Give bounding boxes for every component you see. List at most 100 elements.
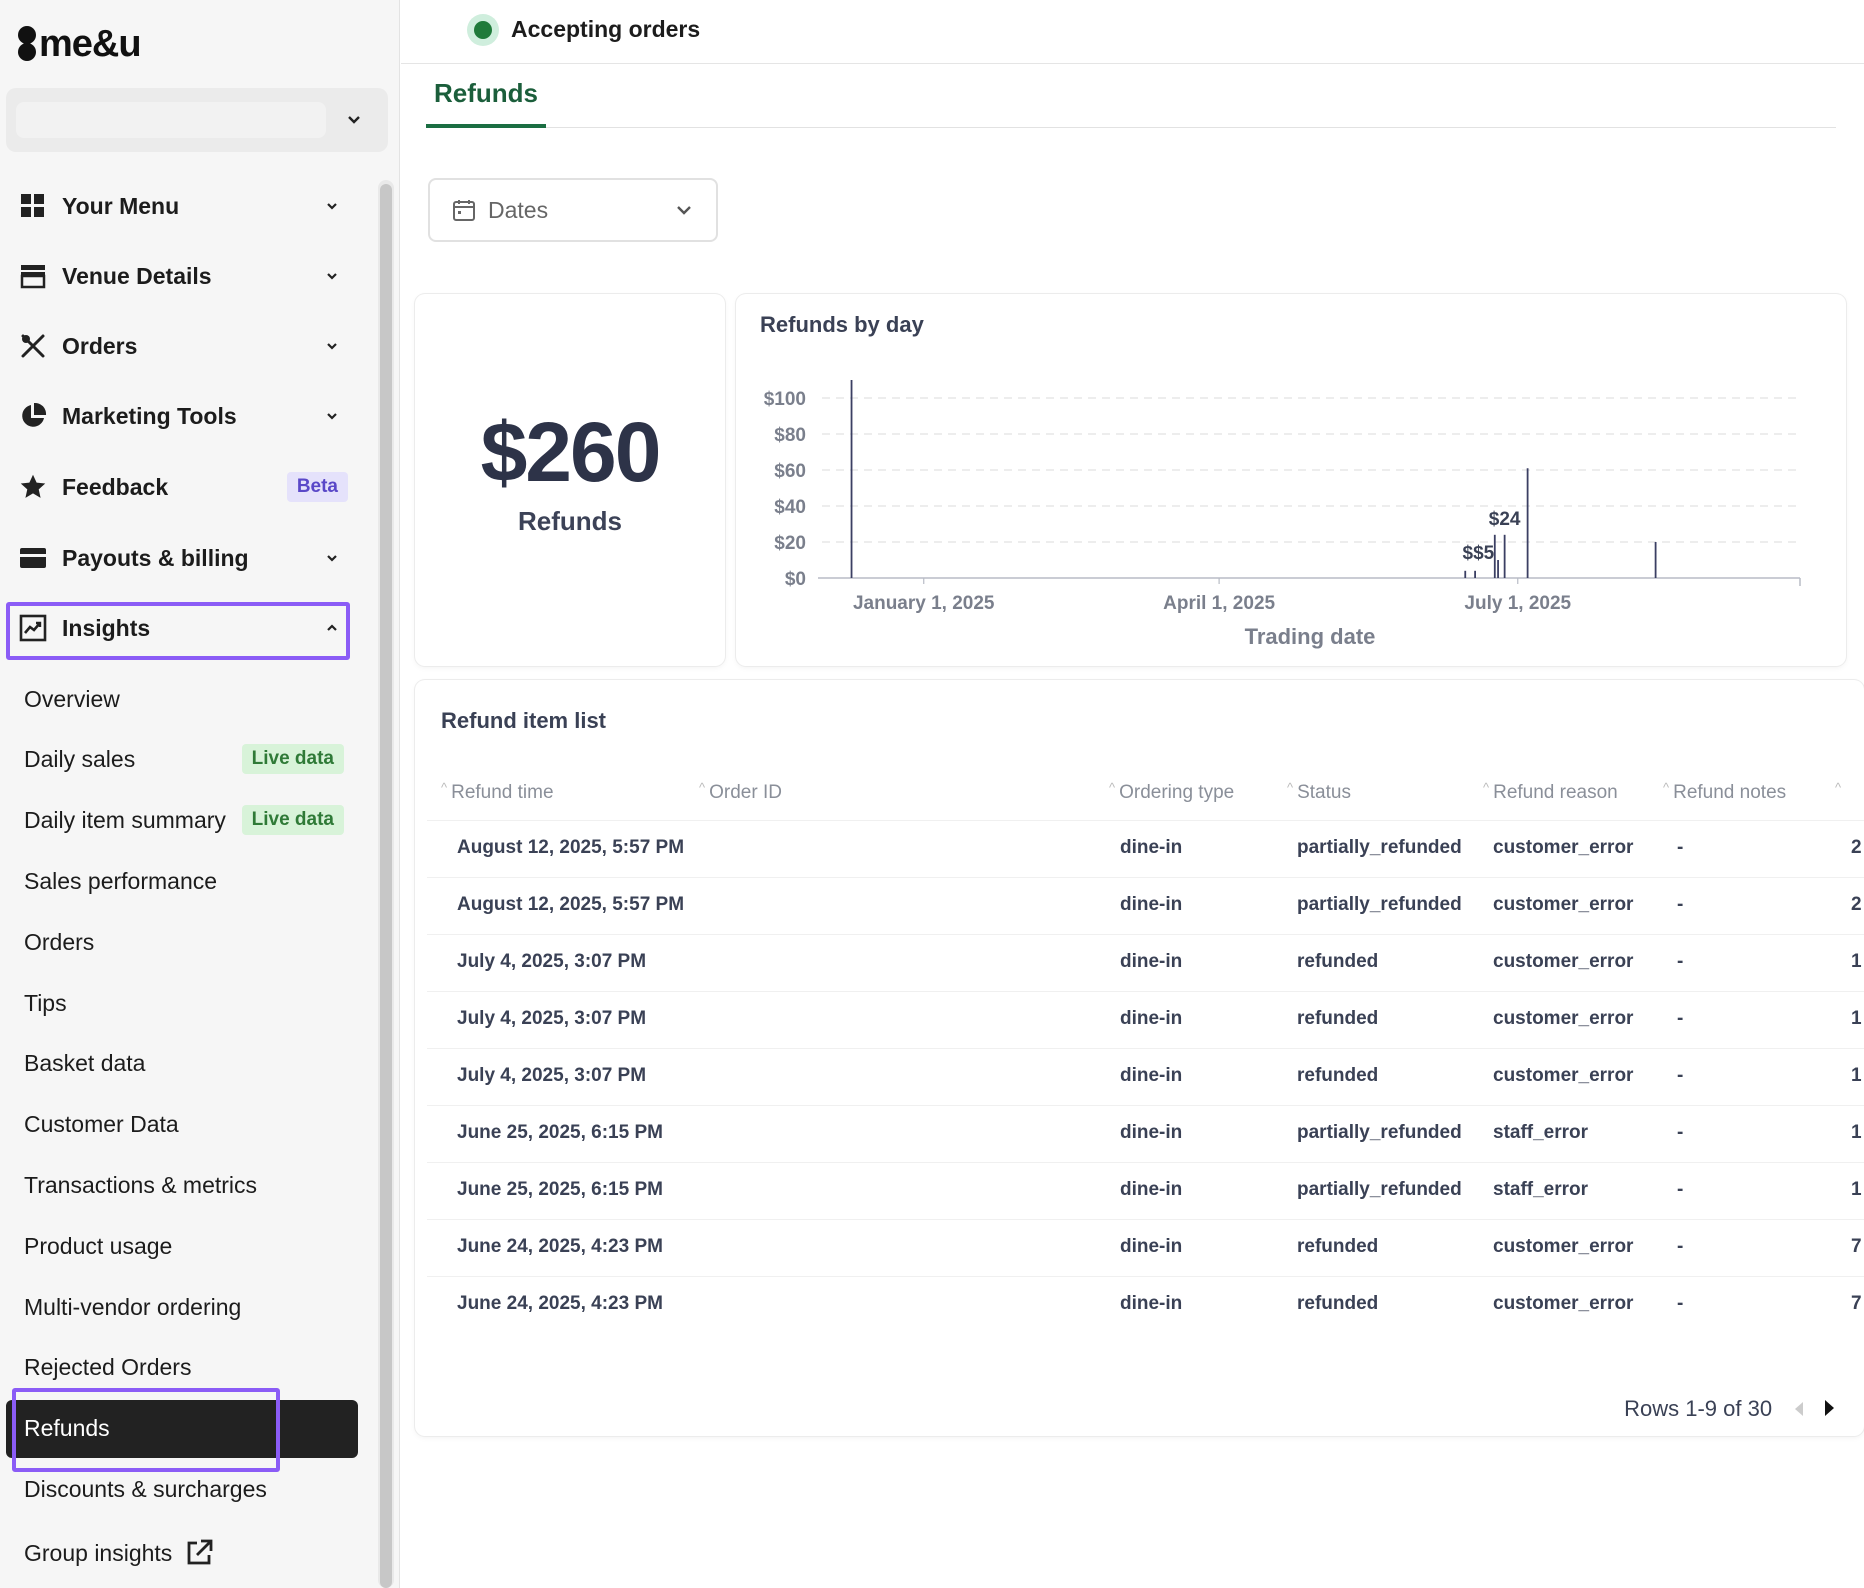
chevron-down-icon xyxy=(327,413,337,420)
sub-item-multi-vendor-ordering[interactable]: Multi-vendor ordering xyxy=(24,1282,344,1332)
table-row[interactable]: June 24, 2025, 4:23 PM dine-in refunded cus… xyxy=(427,1276,1864,1333)
nav-label: Marketing Tools xyxy=(62,402,237,429)
table-row[interactable]: July 4, 2025, 3:07 PM dine-in refunded cust… xyxy=(427,991,1864,1048)
refund-time-cell: August 12, 2025, 5:57 PM xyxy=(457,837,685,858)
refund-notes-cell: - xyxy=(1677,894,1684,915)
refunds-by-day-card: Refunds by day $0 $20 $40 $60 $80 $100 Januar… xyxy=(736,294,1846,666)
table-row[interactable]: June 24, 2025, 4:23 PM dine-in refunded cus… xyxy=(427,1219,1864,1276)
venue-select-value xyxy=(16,102,326,138)
column-header-refund-reason[interactable]: ^ Refund reason xyxy=(1483,780,1618,804)
sub-item-tips[interactable]: Tips xyxy=(24,978,344,1028)
sub-item-label: Discounts & surcharges xyxy=(24,1475,267,1502)
column-header-order-id[interactable]: ^ Order ID xyxy=(699,780,782,804)
column-header-label: Order ID xyxy=(709,782,782,803)
utensils-icon xyxy=(18,331,48,361)
sub-item-orders[interactable]: Orders xyxy=(24,917,344,967)
refunds-highlight-box xyxy=(12,1388,280,1472)
column-header-ordering-type[interactable]: ^ Ordering type xyxy=(1109,780,1234,804)
pie-chart-icon xyxy=(18,401,48,431)
chevron-down-icon xyxy=(677,206,691,215)
x-tick-label: April 1, 2025 xyxy=(1163,593,1275,614)
table-row[interactable]: July 4, 2025, 3:07 PM dine-in refunded cust… xyxy=(427,934,1864,991)
tab-refunds[interactable]: Refunds xyxy=(426,66,546,128)
truncated-cell: 1 xyxy=(1851,1008,1862,1029)
truncated-cell: 1 xyxy=(1851,1179,1862,1200)
sub-item-label: Customer Data xyxy=(24,1110,179,1137)
x-tick-label: January 1, 2025 xyxy=(853,593,995,614)
nav-label: Payouts & billing xyxy=(62,544,249,571)
refund-reason-cell: customer_error xyxy=(1493,1236,1634,1257)
ordering-type-cell: dine-in xyxy=(1120,1236,1183,1257)
sub-item-product-usage[interactable]: Product usage xyxy=(24,1221,344,1271)
trend-chart-icon xyxy=(18,613,48,643)
venue-select[interactable] xyxy=(6,88,388,152)
column-header-label: Refund time xyxy=(451,782,554,803)
truncated-cell: 7 xyxy=(1851,1293,1862,1314)
sub-item-refunds[interactable]: Refunds xyxy=(24,1403,344,1453)
nav-label: Feedback xyxy=(62,473,169,500)
refund-notes-cell: - xyxy=(1677,1293,1684,1314)
sub-item-label: Group insights xyxy=(24,1539,173,1566)
sub-item-sales-performance[interactable]: Sales performance xyxy=(24,856,344,906)
dates-filter-button[interactable]: Dates xyxy=(428,178,718,242)
refund-notes-cell: - xyxy=(1677,1236,1684,1257)
sub-item-rejected-orders[interactable]: Rejected Orders xyxy=(24,1342,344,1392)
sub-item-daily-sales[interactable]: Daily sales Live data xyxy=(24,734,344,784)
sort-icon: ^ xyxy=(1835,780,1842,795)
chevron-up-icon xyxy=(327,624,337,631)
sort-icon: ^ xyxy=(1109,780,1116,795)
refund-reason-cell: customer_error xyxy=(1493,1008,1634,1029)
table-title: Refund item list xyxy=(441,708,607,733)
logo-text: me&u xyxy=(39,22,142,65)
sort-icon: ^ xyxy=(441,780,448,795)
y-tick-label: $40 xyxy=(774,497,806,518)
sub-item-customer-data[interactable]: Customer Data xyxy=(24,1099,344,1149)
status-cell: partially_refunded xyxy=(1297,837,1462,858)
refund-reason-cell: customer_error xyxy=(1493,837,1634,858)
table-row[interactable]: June 25, 2025, 6:15 PM dine-in partially_r… xyxy=(427,1105,1864,1162)
column-header-refund-time[interactable]: ^ Refund time xyxy=(441,780,554,804)
nav-item-orders[interactable]: Orders xyxy=(18,318,348,374)
chart-x-axis-label: Trading date xyxy=(1245,624,1376,649)
sidebar: me&u Your Menu Venue Details Orders Mark… xyxy=(0,0,400,1588)
nav-item-venue-details[interactable]: Venue Details xyxy=(18,248,348,304)
pagination-text: Rows 1-9 of 30 xyxy=(1624,1396,1773,1421)
truncated-cell: 1 xyxy=(1851,951,1862,972)
column-header-more[interactable]: ^ xyxy=(1835,780,1845,804)
nav-item-insights[interactable]: Insights xyxy=(18,600,348,656)
sub-item-group-insights[interactable]: Group insights xyxy=(24,1528,344,1578)
live-data-badge: Live data xyxy=(241,744,344,774)
wallet-icon xyxy=(18,543,48,573)
sub-item-discounts-surcharges[interactable]: Discounts & surcharges xyxy=(24,1464,344,1514)
refund-time-cell: June 24, 2025, 4:23 PM xyxy=(457,1236,663,1257)
column-header-status[interactable]: ^ Status xyxy=(1287,780,1351,804)
previous-page-icon[interactable] xyxy=(1794,1402,1803,1416)
brand-logo[interactable]: me&u xyxy=(18,22,142,66)
nav-item-feedback[interactable]: Feedback Beta xyxy=(18,459,348,515)
ordering-type-cell: dine-in xyxy=(1120,1122,1183,1143)
sub-item-overview[interactable]: Overview xyxy=(24,674,344,724)
nav-item-your-menu[interactable]: Your Menu xyxy=(18,178,348,234)
sub-item-daily-item-summary[interactable]: Daily item summary Live data xyxy=(24,795,344,845)
column-header-label: Refund notes xyxy=(1673,782,1787,803)
truncated-cell: 1 xyxy=(1851,1065,1862,1086)
refunds-total-card: $260 Refunds xyxy=(415,294,725,666)
refund-time-cell: July 4, 2025, 3:07 PM xyxy=(457,1008,647,1029)
calendar-icon xyxy=(453,200,475,221)
table-row[interactable]: June 25, 2025, 6:15 PM dine-in partially_r… xyxy=(427,1162,1864,1219)
status-indicator-icon xyxy=(467,14,499,46)
nav-item-payouts-billing[interactable]: Payouts & billing xyxy=(18,530,348,586)
column-header-refund-notes[interactable]: ^ Refund notes xyxy=(1663,780,1787,804)
ordering-type-cell: dine-in xyxy=(1120,1179,1183,1200)
sub-item-basket-data[interactable]: Basket data xyxy=(24,1038,344,1088)
nav-item-marketing-tools[interactable]: Marketing Tools xyxy=(18,388,348,444)
refund-reason-cell: staff_error xyxy=(1493,1179,1589,1200)
table-row[interactable]: August 12, 2025, 5:57 PM dine-in partially… xyxy=(427,877,1864,934)
table-row[interactable]: August 12, 2025, 5:57 PM dine-in partially… xyxy=(427,820,1864,877)
sidebar-scrollbar-thumb[interactable] xyxy=(380,184,392,1588)
ordering-type-cell: dine-in xyxy=(1120,894,1183,915)
table-row[interactable]: July 4, 2025, 3:07 PM dine-in refunded cust… xyxy=(427,1048,1864,1105)
sub-item-transactions-metrics[interactable]: Transactions & metrics xyxy=(24,1160,344,1210)
refund-time-cell: June 25, 2025, 6:15 PM xyxy=(457,1122,663,1143)
next-page-icon[interactable] xyxy=(1825,1400,1834,1416)
